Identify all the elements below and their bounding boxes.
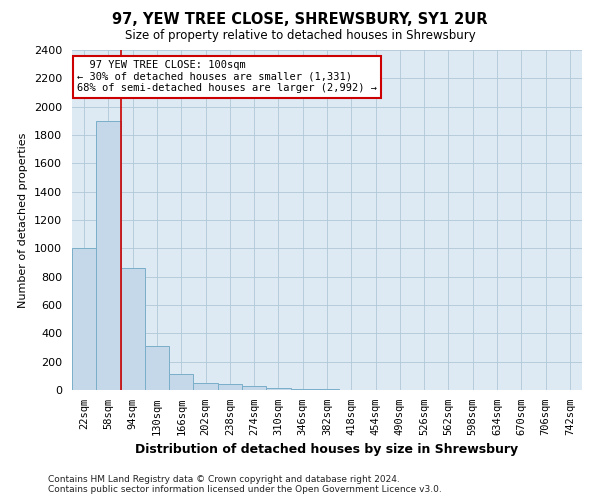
- Bar: [242, 386, 266, 390]
- Text: 97 YEW TREE CLOSE: 100sqm
← 30% of detached houses are smaller (1,331)
68% of se: 97 YEW TREE CLOSE: 100sqm ← 30% of detac…: [77, 60, 377, 94]
- Bar: [266, 388, 290, 390]
- Bar: [96, 121, 121, 390]
- Bar: [121, 268, 145, 390]
- Bar: [72, 248, 96, 390]
- Bar: [290, 388, 315, 390]
- Text: Contains public sector information licensed under the Open Government Licence v3: Contains public sector information licen…: [48, 485, 442, 494]
- X-axis label: Distribution of detached houses by size in Shrewsbury: Distribution of detached houses by size …: [136, 444, 518, 456]
- Text: 97, YEW TREE CLOSE, SHREWSBURY, SY1 2UR: 97, YEW TREE CLOSE, SHREWSBURY, SY1 2UR: [112, 12, 488, 28]
- Text: Size of property relative to detached houses in Shrewsbury: Size of property relative to detached ho…: [125, 29, 475, 42]
- Bar: [193, 383, 218, 390]
- Bar: [145, 346, 169, 390]
- Bar: [169, 374, 193, 390]
- Bar: [218, 384, 242, 390]
- Y-axis label: Number of detached properties: Number of detached properties: [19, 132, 28, 308]
- Text: Contains HM Land Registry data © Crown copyright and database right 2024.: Contains HM Land Registry data © Crown c…: [48, 475, 400, 484]
